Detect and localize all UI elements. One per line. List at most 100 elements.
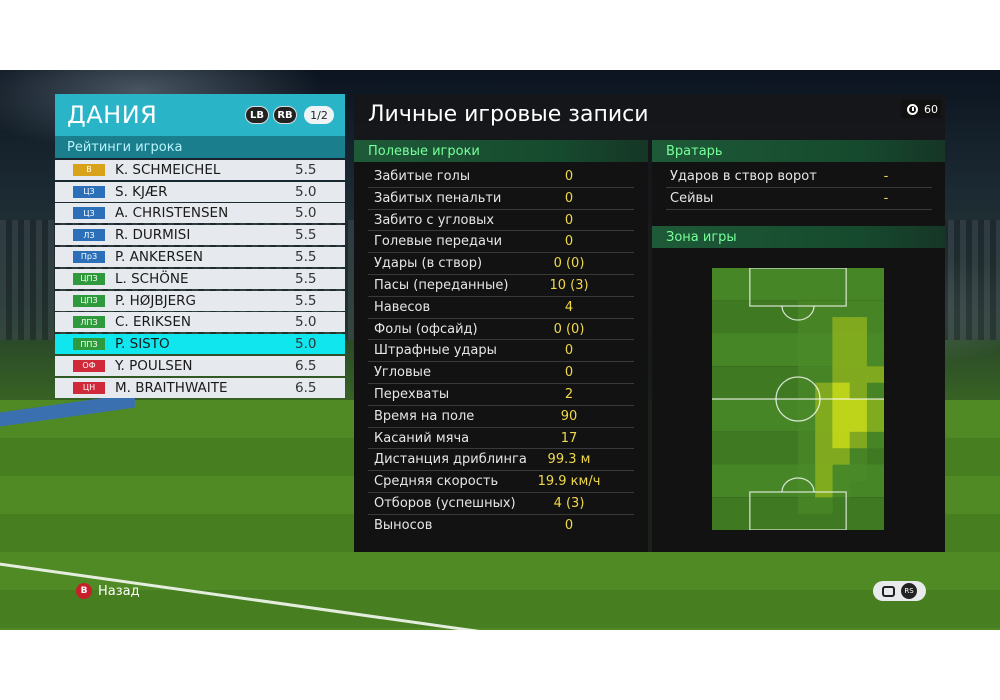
heatmap-cell [815, 480, 833, 498]
position-badge: ЦПЗ [73, 294, 105, 307]
player-row[interactable]: ППЗ P. SISTO 5.0 [55, 334, 345, 355]
stat-value: 0 [564, 517, 574, 533]
stat-label: Штрафные удары [374, 343, 497, 359]
player-name: Y. POULSEN [115, 357, 193, 374]
heatmap-cell [832, 448, 850, 465]
stat-value: 19.9 км/ч [537, 474, 601, 490]
goalkeeper-stats-table: Ударов в створ ворот - Сейвы - [652, 162, 945, 226]
back-label[interactable]: Назад [98, 583, 140, 599]
stat-label: Дистанция дриблинга [374, 452, 527, 468]
stat-label: Угловые [374, 365, 431, 381]
heatmap-cell [849, 317, 868, 334]
player-row[interactable]: ЦЗ A. CHRISTENSEN 5.0 [55, 203, 345, 224]
heatmap-cell [798, 399, 816, 416]
heatmap-cell [815, 300, 833, 318]
player-row[interactable]: ЦПЗ P. HØJBJERG 5.5 [55, 290, 345, 311]
stat-row: Штрафные удары 0 [368, 340, 634, 363]
stat-label: Забито с угловых [374, 212, 495, 228]
back-hint[interactable]: B Назад [76, 583, 140, 599]
stat-value: 99.3 м [547, 452, 591, 468]
player-row[interactable]: В K. SCHMEICHEL 5.5 [55, 159, 345, 180]
position-badge: ЦПЗ [73, 272, 105, 285]
player-rating: 5.5 [295, 161, 317, 178]
heatmap-cell [866, 349, 884, 367]
player-rating: 5.5 [295, 292, 317, 309]
player-row[interactable]: ЦПЗ L. SCHÖNE 5.5 [55, 268, 345, 289]
heatmap-cell [866, 366, 884, 383]
stat-label: Голевые передачи [374, 234, 503, 250]
gk-stat-value: - [883, 191, 889, 206]
heatmap-cell [815, 448, 833, 465]
player-rating: 5.0 [295, 205, 317, 222]
heatmap-cell [866, 382, 884, 400]
records-panel: Личные игровые записи 60 Полевые игроки … [354, 94, 945, 552]
heatmap-stripe [712, 268, 884, 301]
stat-row: Дистанция дриблинга 99.3 м [368, 449, 634, 472]
rs-button-icon[interactable]: RS [901, 583, 917, 599]
position-badge: ПрЗ [73, 250, 105, 263]
stat-label: Средняя скорость [374, 474, 499, 490]
heatmap-cell [849, 399, 868, 416]
position-badge: ППЗ [73, 338, 105, 351]
top-penalty-box [749, 268, 847, 307]
position-badge: ЛЗ [73, 229, 105, 242]
player-name: R. DURMISI [115, 227, 191, 244]
chat-rs-hint[interactable]: RS [873, 581, 926, 601]
stat-label: Забитых пенальти [374, 190, 502, 206]
position-badge: ЛПЗ [73, 316, 105, 329]
position-badge: ОФ [73, 359, 105, 372]
heatmap-cell [832, 399, 850, 416]
heatmap-cell [815, 497, 833, 514]
player-name: M. BRAITHWAITE [115, 379, 228, 396]
player-row[interactable]: ЛЗ R. DURMISI 5.5 [55, 225, 345, 246]
player-row[interactable]: ЦЗ S. KJÆR 5.0 [55, 181, 345, 202]
player-rating: 5.0 [295, 314, 317, 331]
stat-label: Выносов [374, 517, 433, 533]
position-badge: ЦН [73, 381, 105, 394]
timer-value: 60 [924, 102, 938, 116]
chat-icon[interactable] [882, 585, 895, 597]
player-rating: 5.5 [295, 270, 317, 287]
player-name: C. ERIKSEN [115, 314, 191, 331]
heatmap-cell [815, 349, 833, 367]
player-row[interactable]: ОФ Y. POULSEN 6.5 [55, 355, 345, 376]
player-rating: 6.5 [295, 379, 317, 396]
player-rating: 5.0 [295, 183, 317, 200]
player-rating: 5.5 [295, 227, 317, 244]
heatmap-cell [798, 300, 816, 318]
b-button-icon[interactable]: B [76, 583, 92, 599]
lb-button[interactable]: LB [245, 106, 269, 124]
player-row[interactable]: ЛПЗ C. ERIKSEN 5.0 [55, 312, 345, 333]
heatmap-cell [832, 317, 850, 334]
position-badge: ЦЗ [73, 185, 105, 198]
field-players-header: Полевые игроки [354, 140, 648, 162]
player-list: В K. SCHMEICHEL 5.5 ЦЗ S. KJÆR 5.0 ЦЗ A. CHRIST… [55, 159, 345, 398]
heatmap-cell [798, 382, 816, 400]
ratings-header: Рейтинги игрока [55, 136, 345, 158]
team-name: ДАНИЯ [67, 101, 158, 129]
stat-label: Касаний мяча [374, 430, 470, 446]
rb-button[interactable]: RB [273, 106, 297, 124]
heatmap-cell [815, 464, 833, 482]
stat-row: Удары (в створ) 0 (0) [368, 253, 634, 275]
heatmap-cell [832, 366, 850, 383]
stat-row: Угловые 0 [368, 362, 634, 384]
player-name: P. ANKERSEN [115, 248, 203, 265]
player-name: P. HØJBJERG [115, 292, 196, 309]
stat-label: Перехваты [374, 387, 450, 402]
stat-value: 4 [564, 299, 574, 315]
records-title: Личные игровые записи [368, 102, 649, 127]
stat-row: Забитые голы 0 [368, 166, 634, 188]
heatmap-cell [849, 366, 868, 383]
player-row[interactable]: ЦН M. BRAITHWAITE 6.5 [55, 377, 345, 398]
stat-row: Время на поле 90 [368, 406, 634, 428]
heatmap-cell [849, 333, 868, 351]
heatmap-cell [849, 415, 868, 433]
stat-row: Перехваты 2 [368, 384, 634, 406]
position-badge: ЦЗ [73, 207, 105, 220]
play-zone-heatmap [712, 268, 884, 530]
stat-value: 0 [564, 169, 574, 184]
heatmap-cell [815, 333, 833, 351]
goalkeeper-header: Вратарь [652, 140, 945, 162]
player-row[interactable]: ПрЗ P. ANKERSEN 5.5 [55, 246, 345, 267]
